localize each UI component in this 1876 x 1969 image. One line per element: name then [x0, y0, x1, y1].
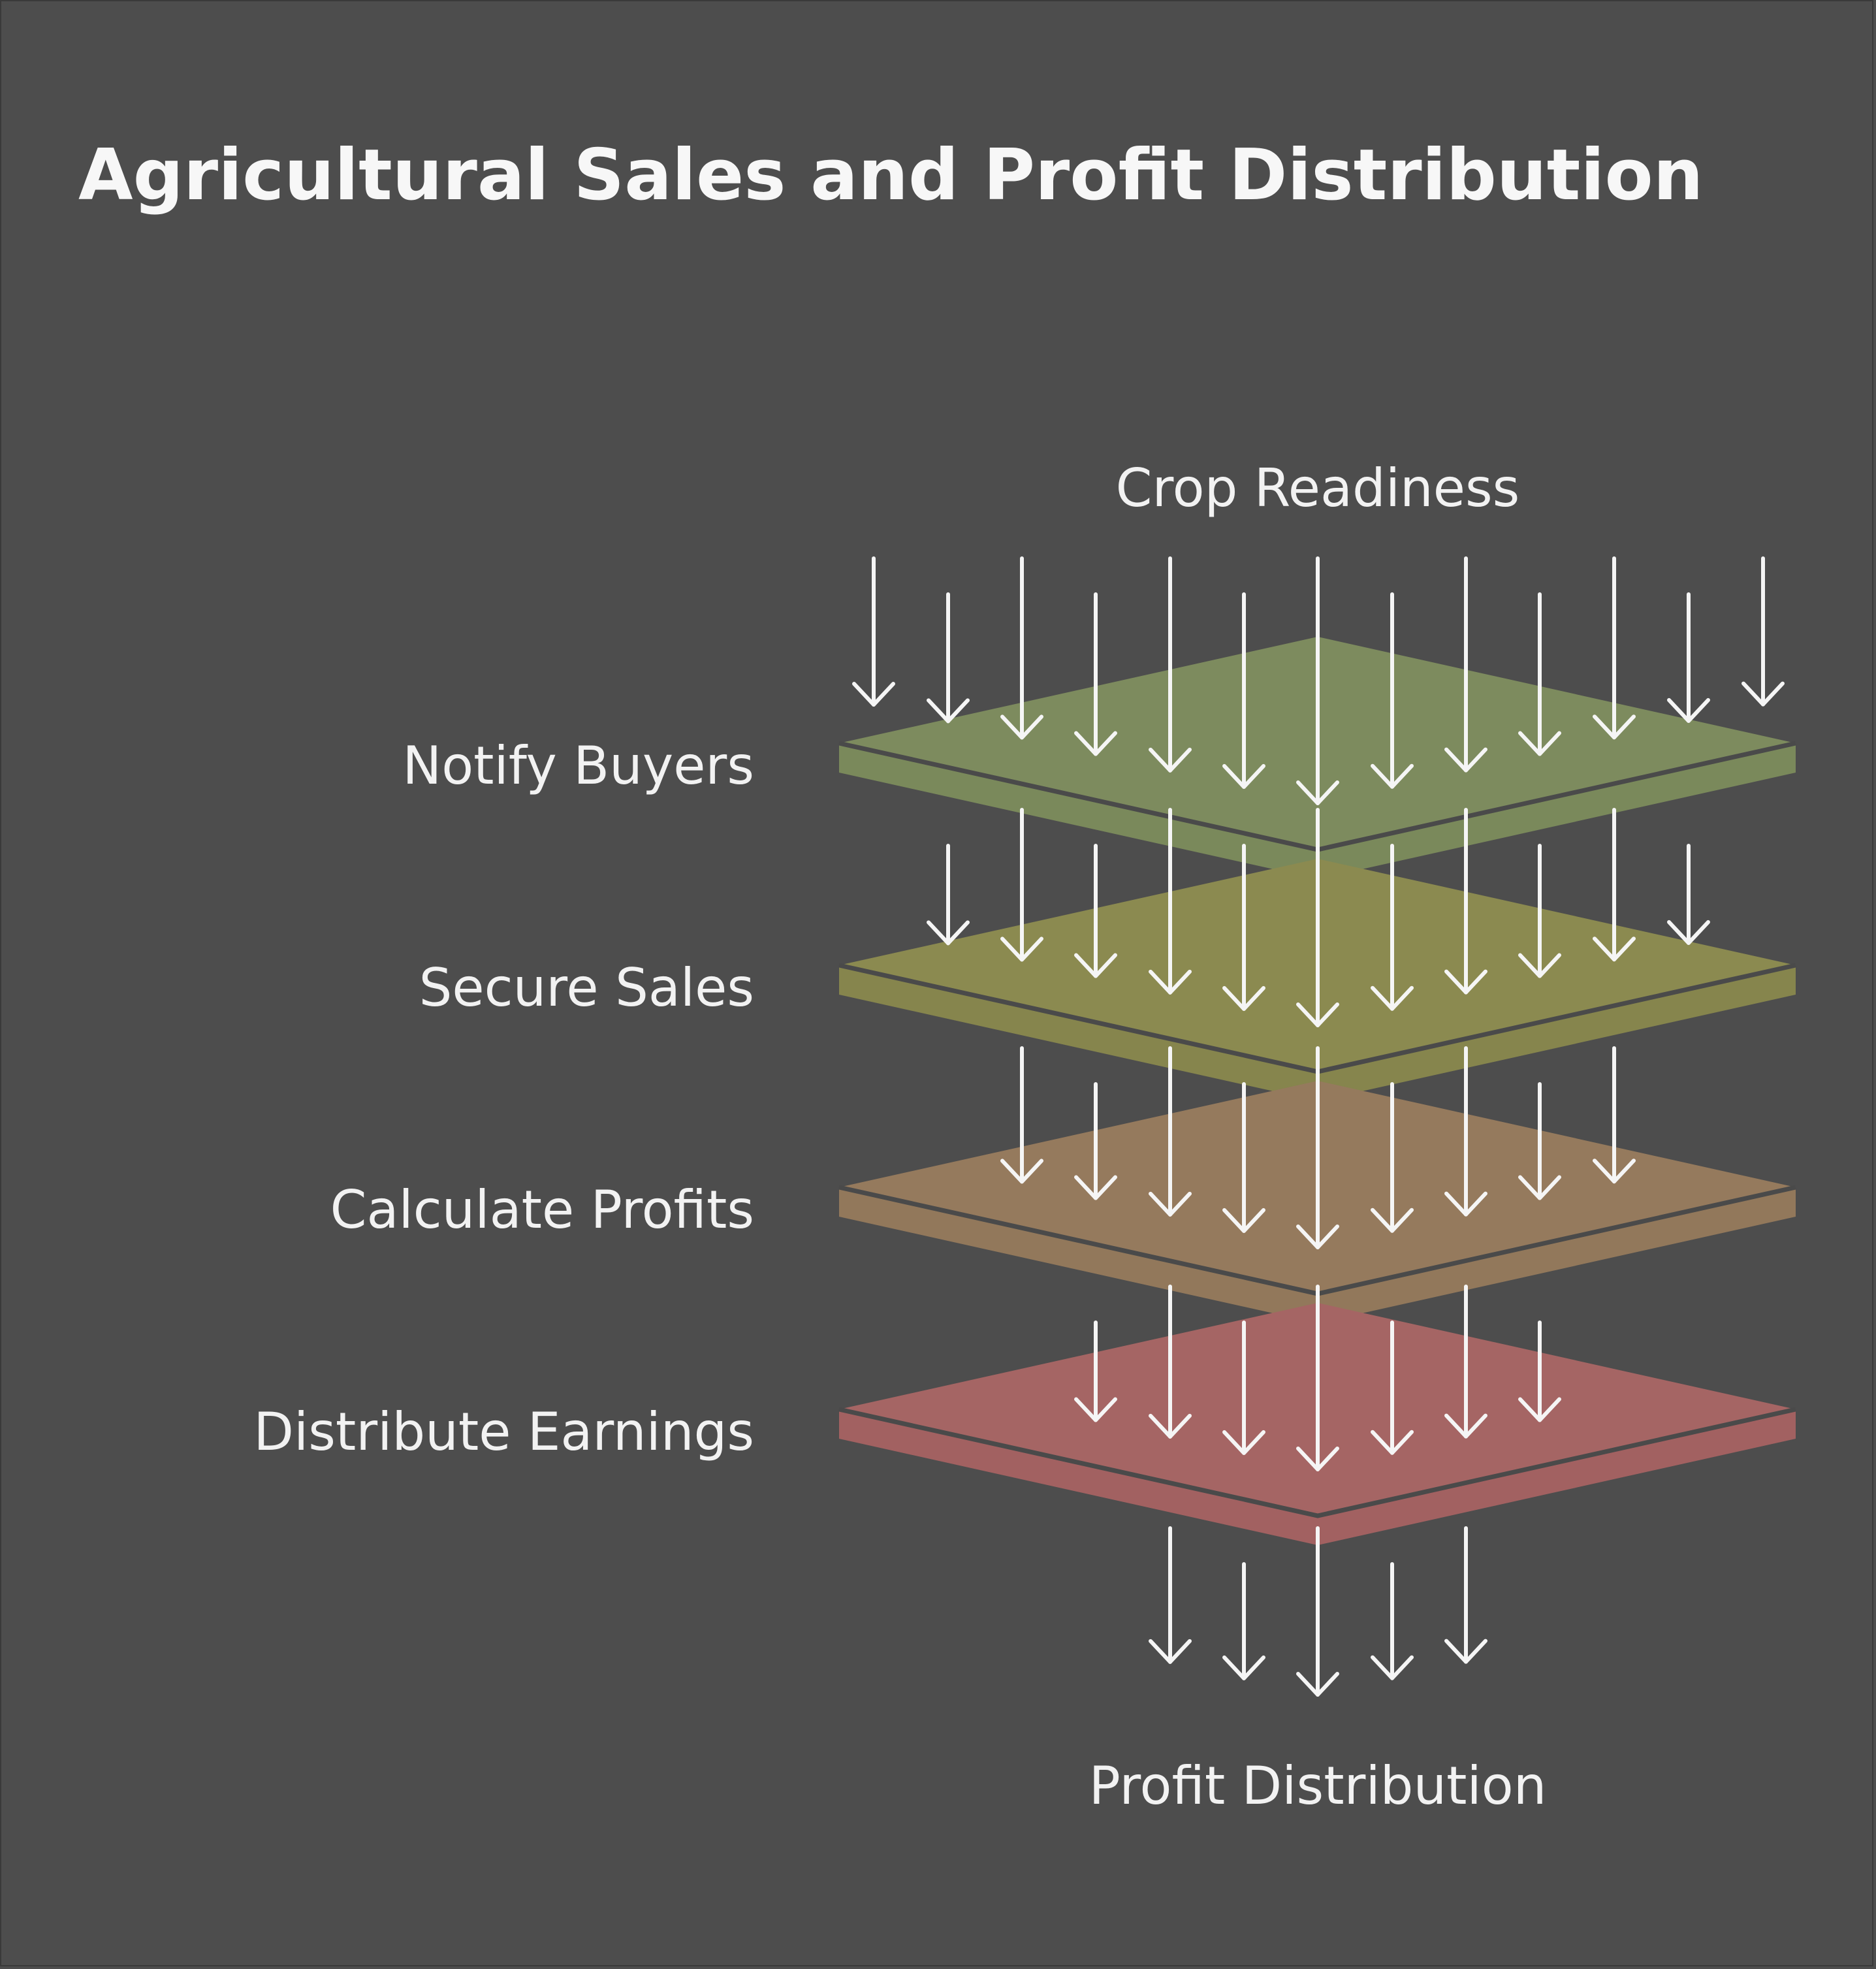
- flow-arrow: [1149, 556, 1192, 773]
- flow-arrow: [1518, 1321, 1561, 1422]
- flow-arrow: [1593, 808, 1636, 962]
- flow-arrow: [1444, 1526, 1487, 1664]
- flow-arrow: [1000, 1046, 1043, 1184]
- flow-arrow: [1149, 1526, 1192, 1664]
- layer-label-notify-buyers: Notify Buyers: [402, 735, 754, 796]
- flow-arrow: [1593, 556, 1636, 740]
- flow-arrow: [1222, 1321, 1265, 1455]
- flow-arrow: [1000, 556, 1043, 740]
- output-label: Profit Distribution: [1089, 1755, 1547, 1816]
- layer-label-secure-sales: Secure Sales: [419, 957, 754, 1018]
- layer-label-calculate-profits: Calculate Profits: [330, 1179, 754, 1240]
- flow-arrow: [1667, 592, 1710, 723]
- flow-arrow: [1000, 808, 1043, 962]
- layer-label-distribute-earnings: Distribute Earnings: [253, 1401, 754, 1462]
- flow-arrow: [1296, 1046, 1339, 1249]
- flow-arrow: [927, 844, 970, 946]
- flow-arrow: [1518, 1082, 1561, 1200]
- flow-arrow: [1371, 1082, 1414, 1233]
- flow-arrow: [852, 556, 895, 707]
- flow-arrow: [1741, 556, 1785, 707]
- flow-arrow: [1222, 592, 1265, 789]
- flow-arrow: [1149, 1285, 1192, 1439]
- flow-arrow: [927, 592, 970, 724]
- flow-arrow: [1074, 1321, 1117, 1422]
- flow-arrow: [1074, 592, 1117, 756]
- flow-arrow: [1296, 808, 1339, 1027]
- flow-arrow: [1296, 1285, 1339, 1471]
- flow-arrow: [1074, 844, 1117, 978]
- flow-arrow: [1371, 1321, 1414, 1455]
- flow-arrow: [1444, 1285, 1487, 1439]
- flow-arrow: [1518, 844, 1561, 978]
- flow-arrow: [1074, 1082, 1117, 1200]
- flow-arrow: [1371, 592, 1414, 789]
- flow-arrows: [852, 556, 1785, 1697]
- flow-arrow: [1593, 1046, 1636, 1184]
- flow-arrow: [1518, 592, 1561, 756]
- flow-arrow: [1222, 844, 1265, 1011]
- flow-arrow: [1222, 1562, 1265, 1680]
- flow-arrow: [1444, 1046, 1487, 1217]
- flow-arrow: [1222, 1082, 1265, 1233]
- input-label: Crop Readiness: [1116, 458, 1520, 519]
- page-title: Agricultural Sales and Profit Distributi…: [78, 135, 1704, 216]
- flow-arrow: [1296, 556, 1339, 805]
- layer-edge-line: [838, 1407, 1796, 1518]
- flow-arrow: [1149, 808, 1192, 995]
- flow-arrow: [1444, 808, 1487, 995]
- flow-arrow: [1371, 1562, 1414, 1680]
- flow-arrow: [1149, 1046, 1192, 1217]
- flow-arrow: [1444, 556, 1487, 773]
- flow-arrow: [1296, 1526, 1339, 1697]
- flow-arrow: [1667, 844, 1710, 945]
- flow-arrow: [1371, 844, 1414, 1011]
